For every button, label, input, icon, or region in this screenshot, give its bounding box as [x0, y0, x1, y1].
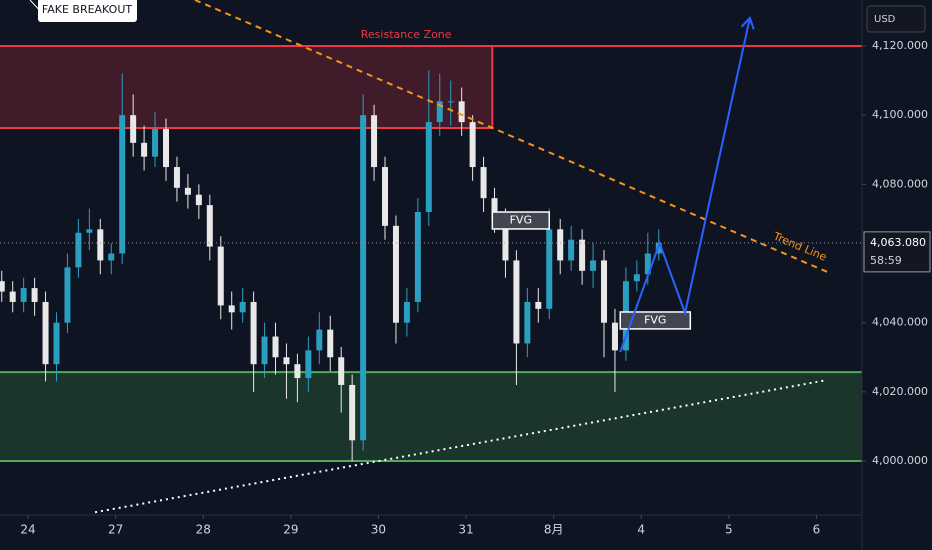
- zone: [0, 372, 862, 462]
- drawn-line: [194, 0, 829, 274]
- candle-body: [20, 288, 27, 302]
- candle-body: [535, 301, 542, 309]
- zone-label: Resistance Zone: [361, 28, 452, 41]
- fvg-box: [619, 311, 692, 330]
- fvg-label: FVG: [510, 213, 532, 226]
- countdown: 58:59: [870, 254, 902, 267]
- candle-body: [261, 336, 268, 365]
- y-tick-label: 4,000.000: [872, 454, 928, 467]
- candle-body: [53, 322, 60, 365]
- candle-body: [349, 384, 356, 441]
- last-price-box: [863, 231, 931, 273]
- candle-body: [371, 115, 378, 168]
- candle-body: [382, 167, 389, 226]
- candle-body: [447, 101, 454, 103]
- candle-body: [97, 229, 104, 261]
- y-tick-label: 4,040.000: [872, 316, 928, 329]
- candle-body: [611, 322, 618, 351]
- x-tick-label: 24: [20, 523, 35, 537]
- candle-body: [0, 281, 5, 292]
- candle-body: [195, 194, 202, 206]
- candle-body: [9, 291, 16, 302]
- candle-body: [480, 167, 487, 199]
- candle-body: [173, 167, 180, 188]
- candle-body: [502, 218, 509, 261]
- candle-body: [524, 301, 531, 344]
- candle-body: [644, 253, 651, 275]
- candle-body: [327, 329, 334, 358]
- fvg-label: FVG: [644, 313, 666, 326]
- last-price-label: 4,063.080: [870, 236, 926, 249]
- zone: [0, 46, 493, 128]
- candle-body: [228, 305, 235, 313]
- candle-body: [305, 350, 312, 379]
- callout-box: [38, 0, 137, 22]
- candle-body: [403, 301, 410, 323]
- candle-body: [163, 129, 170, 168]
- candle-body: [272, 336, 279, 358]
- y-tick-label: 4,100.000: [872, 108, 928, 121]
- candle-body: [469, 122, 476, 168]
- x-tick-label: 4: [637, 523, 645, 537]
- candle-body: [513, 260, 520, 344]
- x-tick-label: 8月: [544, 523, 564, 537]
- candle-body: [633, 274, 640, 282]
- candle-body: [64, 267, 71, 323]
- candle-body: [130, 115, 137, 143]
- x-tick-label: 29: [283, 523, 298, 537]
- callout: FAKE BREAKOUT: [42, 3, 132, 16]
- candle-body: [250, 301, 257, 365]
- candle-body: [546, 229, 553, 309]
- candle-body: [108, 253, 115, 261]
- y-tick-label: 4,120.000: [872, 39, 928, 52]
- candle-body: [217, 246, 224, 306]
- x-tick-label: 31: [458, 523, 473, 537]
- candle-body: [31, 288, 38, 302]
- candle-body: [119, 115, 126, 254]
- candle-body: [338, 357, 345, 385]
- candle-body: [557, 229, 564, 261]
- projection-path: [619, 17, 751, 353]
- candle-body: [283, 357, 290, 365]
- candle-body: [579, 239, 586, 271]
- projection-arrowhead: [740, 16, 755, 30]
- candle-body: [206, 205, 213, 247]
- candle-body: [75, 232, 82, 268]
- candle-body: [239, 301, 246, 313]
- candle-body: [425, 122, 432, 213]
- candle-body: [491, 198, 498, 219]
- candle-body: [86, 229, 93, 233]
- candle-body: [436, 101, 443, 123]
- x-tick-label: 27: [108, 523, 123, 537]
- candle-body: [316, 329, 323, 351]
- candle-body: [42, 301, 49, 365]
- candle-body: [590, 260, 597, 271]
- y-tick-label: 4,020.000: [872, 385, 928, 398]
- candle-body: [294, 364, 301, 379]
- candle-body: [568, 239, 575, 261]
- x-tick-label: 28: [196, 523, 211, 537]
- y-tick-label: 4,080.000: [872, 177, 928, 190]
- candle-body: [360, 115, 367, 441]
- x-tick-label: 6: [813, 523, 821, 537]
- candle-body: [392, 225, 399, 323]
- candle-body: [141, 142, 148, 157]
- currency: USD: [874, 14, 896, 25]
- candle-body: [184, 187, 191, 195]
- x-tick-label: 5: [725, 523, 733, 537]
- candle-body: [152, 129, 159, 157]
- candle-body: [414, 212, 421, 302]
- drawn-line: [94, 379, 828, 514]
- fvg-box: [491, 211, 551, 230]
- candle-body: [601, 260, 608, 323]
- currency-box[interactable]: [866, 5, 926, 33]
- candle-body: [458, 101, 465, 123]
- x-tick-label: 30: [371, 523, 386, 537]
